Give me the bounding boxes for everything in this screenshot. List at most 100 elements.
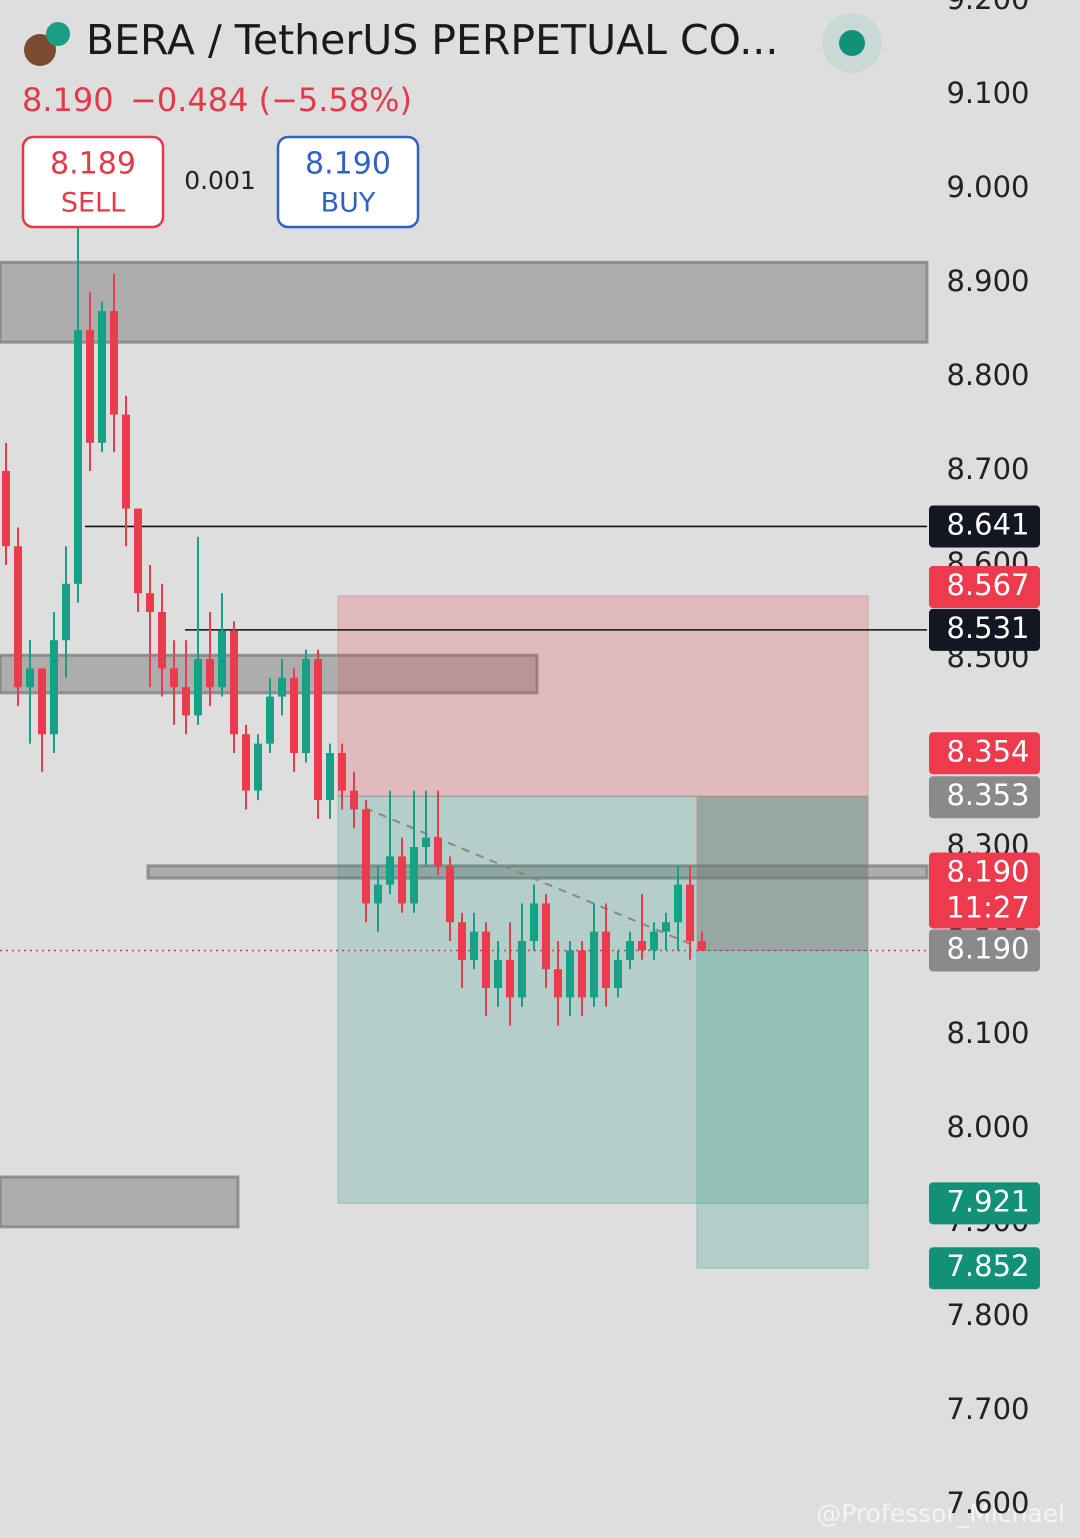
candle-body (530, 903, 538, 942)
candle-body (446, 865, 454, 923)
price-label-box (929, 566, 1040, 609)
candle-body (194, 659, 202, 716)
candle-body (614, 959, 622, 989)
price-label-box (929, 852, 1040, 929)
candle-body (566, 950, 574, 998)
candle-body (14, 546, 22, 688)
price-label: 8.190 (946, 931, 1029, 965)
sell-button[interactable] (21, 135, 165, 229)
candle-body (278, 677, 286, 697)
buy-label: BUY (321, 188, 376, 219)
zone (0, 653, 539, 695)
countdown: 11:27 (946, 890, 1030, 924)
candle-body (38, 668, 46, 735)
candle-body (230, 630, 238, 735)
zone (0, 1175, 240, 1229)
candle-body (50, 640, 58, 735)
candle-body (326, 753, 334, 801)
stop-zone (337, 595, 869, 797)
zone (0, 260, 929, 344)
candle-body (410, 847, 418, 904)
candle-body (398, 856, 406, 904)
candle-body (170, 668, 178, 688)
last-price: 8.190 (22, 81, 114, 119)
price-label: 8.567 (946, 568, 1029, 602)
price-label: 7.852 (946, 1249, 1029, 1283)
candle-body (98, 311, 106, 443)
change: −0.484 (−5.58%) (130, 81, 412, 119)
candle-body (146, 593, 154, 613)
candle-body (266, 696, 274, 744)
candle-body (686, 884, 694, 942)
price-label: 8.641 (946, 507, 1029, 541)
y-tick-label: 8.800 (946, 358, 1029, 392)
y-tick-label: 8.100 (946, 1016, 1029, 1050)
trend-line (364, 807, 706, 951)
watermark: @Professor_Michael (816, 1499, 1065, 1528)
y-tick-label: 8.900 (946, 264, 1029, 298)
y-tick-label: 8.700 (946, 452, 1029, 486)
candle-body (386, 856, 394, 885)
candle-body (698, 941, 706, 951)
candle-body (122, 414, 130, 509)
candle-body (74, 329, 82, 584)
title: BERA / TetherUS PERPETUAL CO... (86, 16, 778, 64)
candle-body (578, 950, 586, 998)
y-tick-label: 9.100 (946, 76, 1029, 110)
y-tick-label: 8.000 (946, 1110, 1029, 1144)
price-label: 8.190 (946, 854, 1029, 888)
price-label-box (929, 1247, 1040, 1290)
candle-body (62, 583, 70, 641)
buy-button[interactable] (276, 135, 420, 229)
candle-body (494, 959, 502, 989)
candle-body (134, 508, 142, 594)
price-label-box (929, 505, 1040, 548)
price-label-box (929, 608, 1040, 651)
y-tick-label: 7.700 (946, 1392, 1029, 1426)
y-tick-label: 7.600 (946, 1486, 1029, 1520)
candle-body (254, 743, 262, 791)
candle-body (518, 941, 526, 998)
candle-body (458, 922, 466, 960)
candle-body (374, 884, 382, 904)
candle-body (362, 809, 370, 904)
candle-body (86, 329, 94, 443)
buy-price: 8.190 (305, 147, 391, 182)
zone (146, 864, 929, 880)
price-label-box (929, 1182, 1040, 1225)
candle-body (338, 753, 346, 791)
y-tick-label: 9.200 (946, 0, 1029, 16)
candle-body (470, 931, 478, 960)
candle-body (650, 931, 658, 951)
candle-body (434, 837, 442, 866)
candle-body (182, 687, 190, 716)
sell-price: 8.189 (50, 147, 136, 182)
y-tick-label: 9.000 (946, 170, 1029, 204)
candle-body (290, 677, 298, 754)
coin-icon (24, 34, 56, 66)
spread: 0.001 (184, 166, 256, 195)
candle-body (242, 734, 250, 791)
candle-body (590, 931, 598, 998)
candle-body (218, 630, 226, 688)
status-dot (839, 30, 865, 56)
quote-icon (46, 22, 70, 46)
candle-body (2, 470, 10, 547)
candle-body (602, 931, 610, 989)
candle-body (110, 311, 118, 415)
candle-body (674, 884, 682, 923)
candle-body (626, 941, 634, 960)
y-tick-label: 7.800 (946, 1298, 1029, 1332)
stop-zone (696, 796, 869, 951)
price-label-box (929, 929, 1040, 972)
candle-body (26, 668, 34, 688)
sell-label: SELL (61, 188, 125, 219)
price-label: 8.531 (946, 611, 1029, 645)
candle-body (350, 790, 358, 810)
price-label: 8.353 (946, 778, 1029, 812)
candle-body (482, 931, 490, 989)
price-label-box (929, 732, 1040, 775)
candle-body (638, 941, 646, 951)
candle-body (422, 837, 430, 848)
